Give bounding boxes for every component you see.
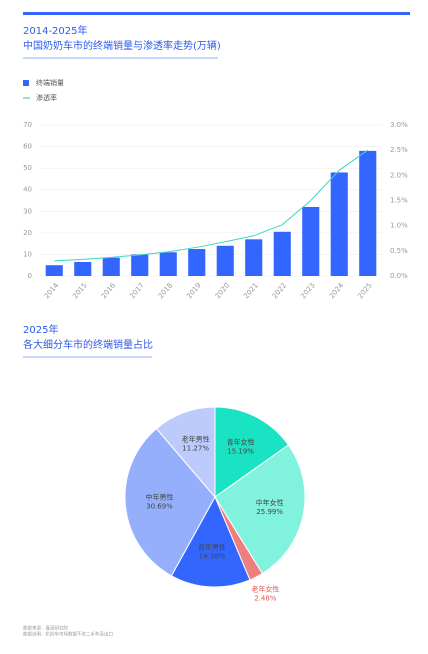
y-tick-label: 10 xyxy=(23,250,32,258)
pie-slice xyxy=(170,495,251,588)
x-tick-label: 2024 xyxy=(328,281,346,300)
x-tick-label: 2016 xyxy=(100,281,118,300)
line xyxy=(54,149,369,262)
bar xyxy=(359,150,377,276)
bar xyxy=(273,231,291,276)
footnote: 数据来源：嘉源研究院 xyxy=(23,625,68,632)
y2-tick-label: 0.5% xyxy=(390,247,408,255)
footnote: 数据说明：奶奶车市场数据不含二手车及出口 xyxy=(23,631,113,638)
x-tick-label: 2015 xyxy=(71,281,89,300)
slice-label: 老年女性 xyxy=(251,585,279,594)
slice-value: 14.38% xyxy=(199,553,226,561)
y2-tick-label: 1.5% xyxy=(390,197,408,205)
x-tick-label: 2020 xyxy=(214,281,232,300)
bar xyxy=(245,239,263,276)
bar xyxy=(159,252,177,276)
bar xyxy=(188,249,206,276)
slice-label: 青年男性 xyxy=(198,543,226,552)
bar xyxy=(216,245,234,276)
x-tick-label: 2014 xyxy=(43,281,61,300)
y-tick-label: 60 xyxy=(23,143,32,151)
y-tick-label: 70 xyxy=(23,121,32,129)
slice-value: 11.27% xyxy=(182,445,209,453)
y2-tick-label: 2.5% xyxy=(390,146,408,154)
slice-label: 中年女性 xyxy=(256,498,284,507)
bar xyxy=(302,206,320,276)
x-tick-label: 2017 xyxy=(128,281,146,300)
pie-slice xyxy=(155,406,216,499)
bar xyxy=(131,254,149,276)
x-tick-label: 2025 xyxy=(356,281,374,300)
chart-subtitle: 2025年 xyxy=(23,323,58,336)
y2-tick-label: 1.0% xyxy=(390,222,408,230)
legend-swatch xyxy=(23,80,29,86)
slice-value: 25.99% xyxy=(256,508,283,516)
bar xyxy=(330,172,348,276)
slice-label: 老年男性 xyxy=(182,435,210,444)
chart-title: 中国奶奶车市的终端销量与渗透率走势(万辆) xyxy=(23,39,221,52)
pie-slice xyxy=(214,444,306,575)
y-tick-label: 40 xyxy=(23,186,32,194)
bar xyxy=(45,265,63,276)
x-tick-label: 2022 xyxy=(271,281,289,300)
slice-value: 30.69% xyxy=(146,503,173,511)
top-bar xyxy=(23,12,410,15)
y-tick-label: 30 xyxy=(23,207,32,215)
legend-label: 终端销量 xyxy=(36,78,64,87)
y2-tick-label: 2.0% xyxy=(390,171,408,179)
slice-value: 15.19% xyxy=(227,447,254,455)
legend-label: 渗透率 xyxy=(36,93,57,102)
chart-title: 各大细分车市的终端销量占比 xyxy=(23,338,153,351)
y-tick-label: 0 xyxy=(28,272,32,280)
bar xyxy=(74,261,92,276)
slice-label: 青年女性 xyxy=(227,437,255,446)
slice-label: 中年男性 xyxy=(145,493,173,502)
chart-subtitle: 2014-2025年 xyxy=(23,24,88,37)
x-tick-label: 2021 xyxy=(242,281,260,300)
x-tick-label: 2023 xyxy=(299,281,317,300)
y-tick-label: 50 xyxy=(23,164,32,172)
y2-tick-label: 3.0% xyxy=(390,121,408,129)
x-tick-label: 2019 xyxy=(185,281,203,300)
y-tick-label: 20 xyxy=(23,229,32,237)
pie-slice xyxy=(214,406,290,498)
slice-value: 2.48% xyxy=(254,595,277,603)
pie-slice xyxy=(124,427,216,577)
y2-tick-label: 0.0% xyxy=(390,272,408,280)
bar xyxy=(102,257,120,276)
x-tick-label: 2018 xyxy=(157,281,175,300)
